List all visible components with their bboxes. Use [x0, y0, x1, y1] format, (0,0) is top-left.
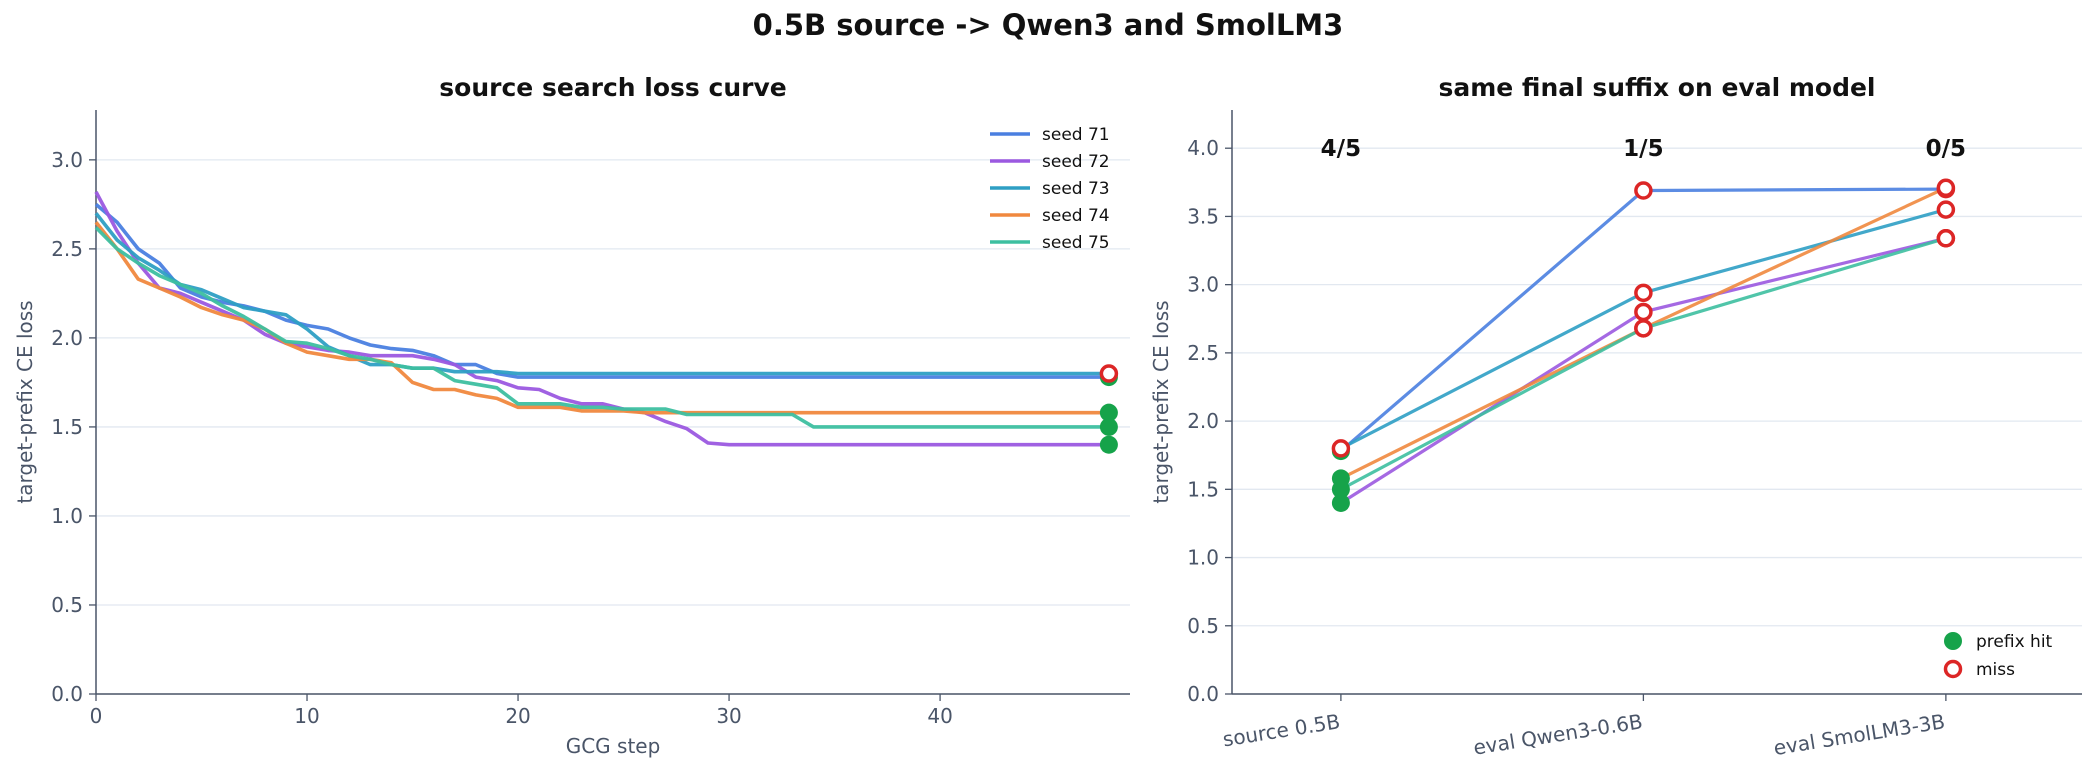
series-line-seed-71 [94, 203, 1109, 379]
chart-title: source search loss curve [439, 73, 786, 102]
marker-miss [1936, 178, 1956, 198]
y-tick-label: 1.0 [51, 504, 83, 528]
legend-label: miss [1976, 660, 2015, 680]
y-tick-label: 1.5 [1187, 477, 1219, 501]
x-tick-label: 30 [716, 704, 741, 728]
y-tick-label: 3.5 [1187, 204, 1219, 228]
legend: prefix hit miss [1943, 632, 2053, 680]
series-line-seed-73 [94, 212, 1109, 376]
marker-miss [1331, 439, 1351, 458]
hit-count-annotation: 1/5 [1623, 136, 1663, 162]
legend-label: prefix hit [1976, 632, 2053, 652]
series-line-5 [1340, 236, 1947, 491]
figure-title: 0.5B source -> Qwen3 and SmolLM3 [752, 8, 1344, 42]
y-axis-label: target-prefix CE loss [13, 300, 37, 503]
y-tick-label: 1.5 [51, 415, 83, 439]
x-tick-label: source 0.5B [1221, 709, 1342, 751]
end-marker-hit [1099, 435, 1118, 454]
series-line-2 [1340, 236, 1947, 505]
y-tick-label: 0.0 [1187, 682, 1219, 706]
chart-title: same final suffix on eval model [1438, 73, 1875, 102]
x-tick-label: 0 [90, 704, 103, 728]
chart-2: 0.0 0.5 1.0 1.5 2.0 2.5 3.0 3.5 4.0 same final su… [1149, 73, 2082, 760]
marker-hit [1331, 493, 1350, 512]
chart-1: 0.0 0.5 1.0 1.5 2.0 2.5 3.0 source search loss … [13, 73, 1130, 758]
marker-miss [1634, 319, 1653, 338]
y-tick-label: 2.5 [1187, 341, 1219, 365]
x-tick-label: 20 [505, 704, 530, 728]
legend-label: seed 74 [1042, 206, 1110, 226]
y-tick-label: 1.0 [1187, 546, 1219, 570]
hit-count-annotation: 4/5 [1321, 136, 1361, 162]
x-tick-label: 10 [294, 704, 319, 728]
y-axis-label: target-prefix CE loss [1149, 300, 1173, 503]
marker-miss [1936, 200, 1956, 219]
end-marker-miss [1099, 364, 1119, 383]
series-line-seed-75 [94, 226, 1109, 429]
legend-marker-miss [1943, 659, 1963, 679]
end-marker-hit [1099, 403, 1118, 422]
y-tick-label: 4.0 [1187, 136, 1219, 160]
legend-label: seed 73 [1042, 179, 1110, 199]
marker-miss [1634, 283, 1653, 303]
legend: seed 71 seed 72 seed 73 seed 74 seed 75 [990, 125, 1110, 253]
y-tick-label: 0.5 [51, 593, 83, 617]
legend-label: seed 75 [1042, 233, 1110, 253]
legend-label: seed 71 [1042, 125, 1110, 145]
legend-label: seed 72 [1042, 152, 1110, 172]
x-axis-label: GCG step [566, 734, 661, 758]
marker-miss [1634, 181, 1653, 200]
x-tick-label: 40 [927, 704, 952, 728]
marker-miss [1634, 302, 1653, 322]
marker-miss [1936, 229, 1956, 248]
y-tick-label: 2.5 [51, 237, 83, 261]
y-tick-label: 3.0 [1187, 273, 1219, 297]
end-marker-hit [1099, 417, 1118, 436]
y-tick-label: 0.5 [1187, 614, 1219, 638]
y-tick-label: 0.0 [51, 682, 83, 706]
x-tick-label: eval SmolLM3-3B [1772, 709, 1947, 760]
y-tick-label: 2.0 [1187, 409, 1219, 433]
hit-count-annotation: 0/5 [1926, 136, 1966, 162]
x-tick-label: eval Qwen3-0.6B [1472, 709, 1645, 759]
legend-marker-hit [1944, 632, 1962, 650]
marker-hit [1331, 480, 1350, 499]
y-tick-label: 3.0 [51, 148, 83, 172]
y-tick-label: 2.0 [51, 326, 83, 350]
series-line-seed-72 [94, 191, 1109, 447]
